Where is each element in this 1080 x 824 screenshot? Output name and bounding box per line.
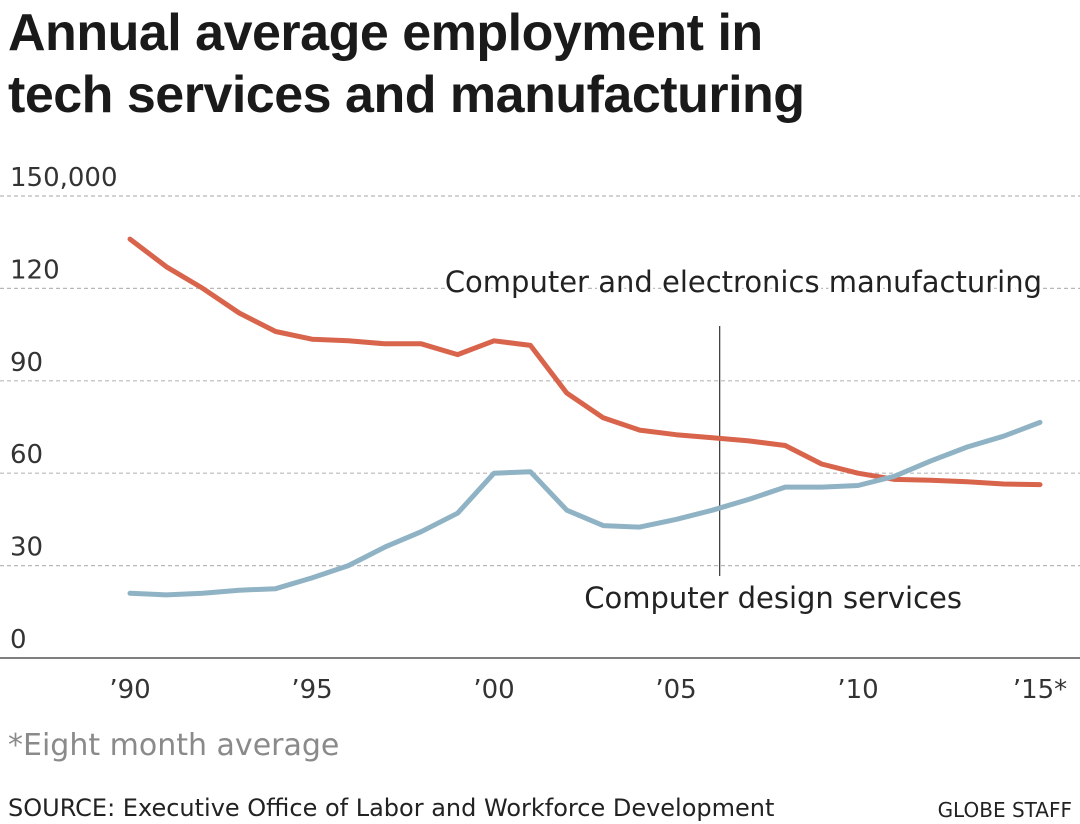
series-annotations: Computer and electronics manufacturing Co… bbox=[442, 262, 1045, 618]
line-chart: 0 30 60 90 120 150,000 ’90 ’95 ’00 ’05 ’10 ’15* Com… bbox=[0, 163, 1080, 705]
y-tick-label: 0 bbox=[10, 625, 27, 655]
y-tick-label: 120 bbox=[10, 255, 60, 285]
series-annotation: Computer design services bbox=[584, 581, 962, 615]
footnote: *Eight month average bbox=[8, 728, 340, 763]
series-line-design-services bbox=[127, 419, 1043, 598]
chart-title-line-2: tech services and manufacturing bbox=[8, 66, 805, 124]
x-tick-label: ’15* bbox=[1013, 675, 1067, 705]
credit: GLOBE STAFF bbox=[937, 798, 1072, 822]
tick-labels: 0 30 60 90 120 150,000 ’90 ’95 ’00 ’05 ’10 ’15* bbox=[10, 163, 1067, 705]
x-tick-label: ’90 bbox=[109, 675, 150, 705]
x-tick-label: ’10 bbox=[837, 675, 878, 705]
source-note: SOURCE: Executive Office of Labor and Wo… bbox=[8, 794, 775, 822]
y-tick-label: 30 bbox=[10, 533, 43, 563]
x-tick-label: ’95 bbox=[291, 675, 332, 705]
series-lines bbox=[127, 236, 1043, 598]
chart-title-line-1: Annual average employment in bbox=[8, 4, 763, 62]
y-tick-label: 60 bbox=[10, 440, 43, 470]
y-tick-label: 90 bbox=[10, 348, 43, 378]
series-annotation: Computer and electronics manufacturing bbox=[445, 265, 1042, 299]
series-annotation-halo: Computer design services bbox=[584, 581, 962, 615]
x-tick-label: ’05 bbox=[655, 675, 696, 705]
y-tick-label: 150,000 bbox=[10, 163, 118, 193]
chart-title: Annual average employment in tech servic… bbox=[8, 2, 1068, 126]
x-tick-label: ’00 bbox=[473, 675, 514, 705]
gridlines bbox=[0, 195, 1080, 567]
series-annotation-halo: Computer and electronics manufacturing bbox=[445, 265, 1042, 299]
